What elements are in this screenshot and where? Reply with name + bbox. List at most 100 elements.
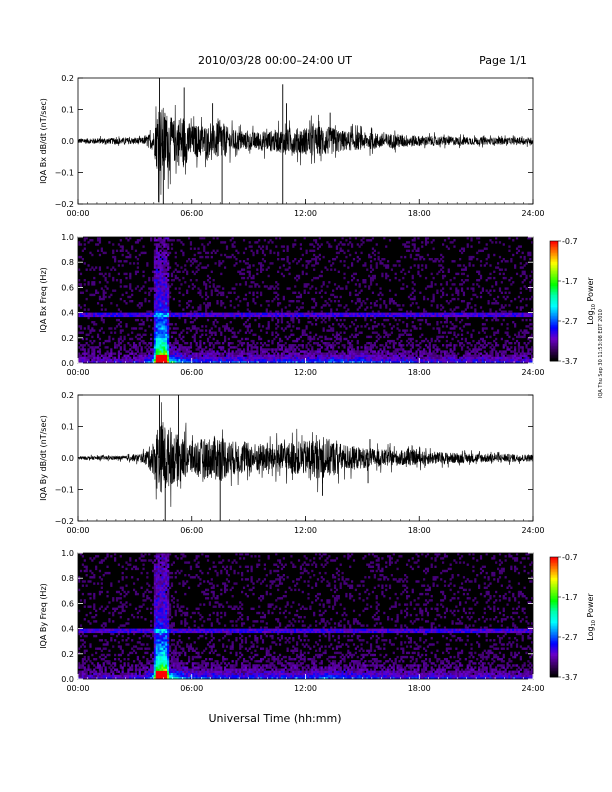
spectrogram-cell <box>356 312 359 315</box>
spectrogram-cell <box>151 350 155 353</box>
spectrogram-cell <box>153 287 157 290</box>
spectrogram-cell <box>330 314 333 318</box>
spectrogram-cell <box>476 279 479 282</box>
spectrogram-cell <box>112 337 115 341</box>
spectrogram-cell <box>343 243 346 246</box>
spectrogram-cell <box>354 329 357 332</box>
spectrogram-cell <box>303 283 306 286</box>
spectrogram-cell <box>161 274 164 278</box>
spectrogram-cell <box>493 358 496 362</box>
spectrogram-cell <box>523 342 526 345</box>
spectrogram-cell <box>263 239 266 242</box>
spectrogram-cell <box>387 274 390 278</box>
spectrogram-cell <box>326 352 329 355</box>
spectrogram-cell <box>277 325 280 328</box>
spectrogram-cell <box>151 287 155 290</box>
spectrogram-cell <box>377 310 380 313</box>
spectrogram-cell <box>153 321 157 324</box>
spectrogram-cell <box>104 312 107 315</box>
spectrogram-cell <box>531 350 534 353</box>
spectrogram-cell <box>525 358 528 362</box>
spectrogram-cell <box>151 276 155 280</box>
spectrogram-cell <box>136 348 139 351</box>
spectrogram-cell <box>369 360 373 364</box>
spectrogram-cell <box>91 253 94 257</box>
spectrogram-cell <box>335 245 339 248</box>
spectrogram-cell <box>263 312 266 315</box>
spectrogram-cell <box>296 356 299 360</box>
spectrogram-cell <box>432 344 435 347</box>
spectrogram-cell <box>457 314 460 318</box>
spectrogram-cell <box>307 316 310 320</box>
spectrogram-cell <box>419 352 422 355</box>
spectrogram-cell <box>356 356 359 360</box>
spectrogram-cell <box>256 283 259 286</box>
spectrogram-cell <box>206 358 210 362</box>
spectrogram-cell <box>445 352 448 355</box>
spectrogram-cell <box>430 272 433 276</box>
spectrogram-cell <box>132 312 136 315</box>
spectrogram-cell <box>508 304 511 307</box>
spectrogram-cell <box>523 360 526 364</box>
spectrogram-cell <box>419 255 422 259</box>
spectrogram-cell <box>153 306 157 309</box>
spectrogram-cell <box>216 339 219 343</box>
spectrogram-cell <box>330 268 333 271</box>
spectrogram-cell <box>114 346 117 349</box>
spectrogram-cell <box>165 283 168 286</box>
spectrogram-cell <box>167 300 170 303</box>
spectrogram-cell <box>390 356 394 360</box>
spectrogram-cell <box>282 344 285 347</box>
spectrogram-cell <box>220 291 223 294</box>
spectrogram-cell <box>426 314 430 318</box>
spectrogram-cell <box>250 339 253 343</box>
spectrogram-cell <box>159 297 162 301</box>
spectrogram-cell <box>328 312 331 315</box>
spectrogram-cell <box>388 356 392 360</box>
spectrogram-cell <box>411 274 414 278</box>
y-tick-label: 0.1 <box>61 423 74 432</box>
spectrogram-cell <box>527 342 530 345</box>
spectrogram-cell <box>85 613 88 617</box>
spectrogram-cell <box>197 306 200 309</box>
spectrogram-cell <box>95 630 98 634</box>
spectrogram-cell <box>144 346 147 349</box>
spectrogram-cell <box>79 664 83 667</box>
spectrogram-cell <box>419 356 422 360</box>
spectrogram-cell <box>93 576 96 579</box>
spectrogram-cell <box>341 358 344 362</box>
spectrogram-cell <box>294 310 297 313</box>
spectrogram-cell <box>81 312 84 315</box>
spectrogram-cell <box>222 358 225 362</box>
spectrogram-cell <box>360 346 363 349</box>
spectrogram-cell <box>318 312 321 315</box>
spectrogram-cell <box>525 287 528 290</box>
spectrogram-cell <box>153 356 157 360</box>
spectrogram-cell <box>216 321 219 324</box>
spectrogram-cell <box>265 360 268 364</box>
spectrogram-cell <box>282 295 285 299</box>
spectrogram-cell <box>305 251 308 255</box>
spectrogram-cell <box>93 354 96 357</box>
spectrogram-cell <box>186 270 189 273</box>
spectrogram-cell <box>529 285 532 288</box>
spectrogram-cell <box>442 276 445 280</box>
spectrogram-cell <box>248 270 251 273</box>
spectrogram-cell <box>489 346 492 349</box>
spectrogram-cell <box>78 647 81 650</box>
spectrogram-cell <box>424 352 428 355</box>
spectrogram-cell <box>519 335 522 339</box>
spectrogram-cell <box>108 358 111 362</box>
spectrogram-cell <box>225 354 229 357</box>
spectrogram-cell <box>140 356 143 360</box>
spectrogram-cell <box>392 300 395 303</box>
spectrogram-cell <box>138 337 141 341</box>
spectrogram-cell <box>165 302 168 305</box>
spectrogram-cell <box>493 333 496 336</box>
spectrogram-cell <box>296 306 299 309</box>
spectrogram-cell <box>195 356 198 360</box>
spectrogram-cell <box>400 360 403 364</box>
spectrogram-cell <box>220 304 223 307</box>
spectrogram-cell <box>208 356 212 360</box>
spectrogram-cell <box>449 327 452 330</box>
